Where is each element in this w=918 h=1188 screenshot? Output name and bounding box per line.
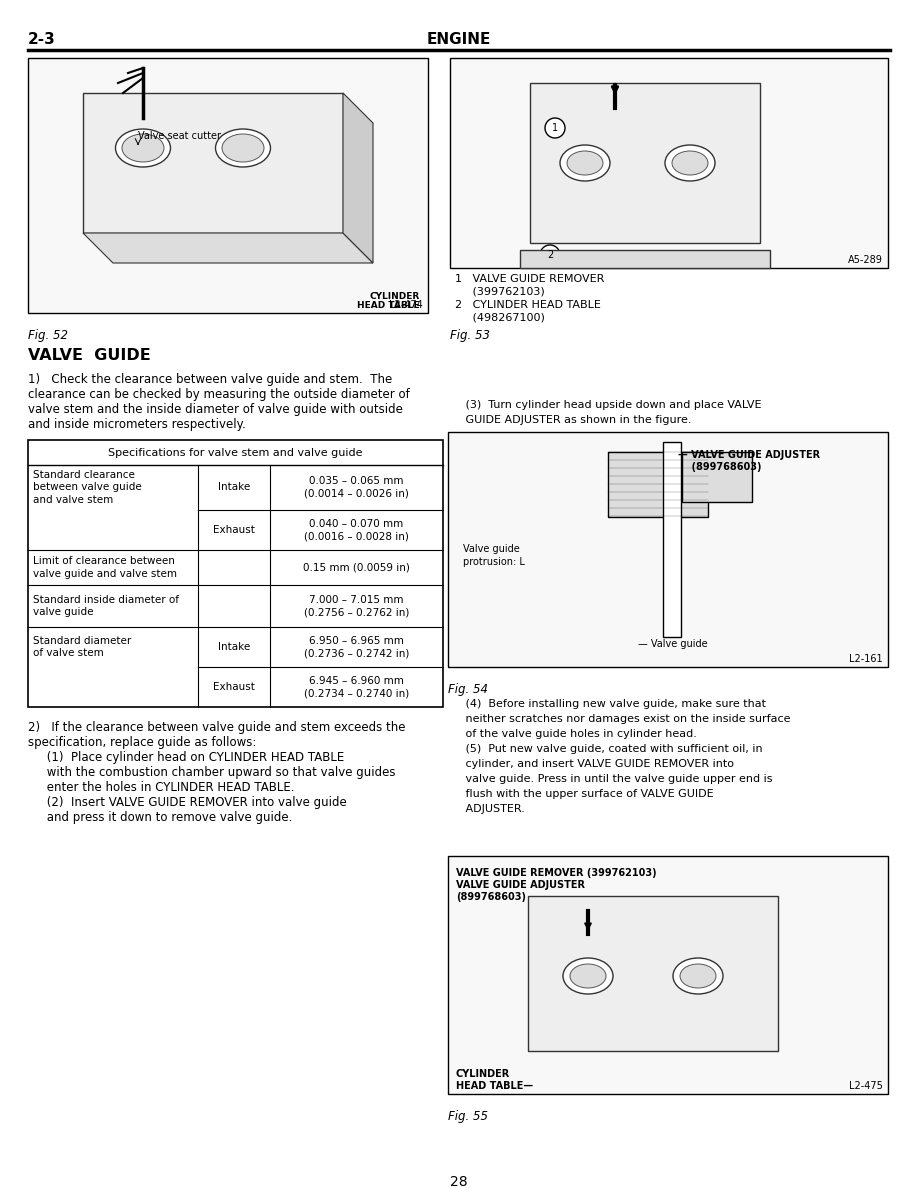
Text: ADJUSTER.: ADJUSTER. [448, 804, 525, 814]
Bar [520, 249, 770, 268]
Text: clearance can be checked by measuring the outside diameter of: clearance can be checked by measuring th… [28, 388, 409, 402]
Text: 0.040 – 0.070 mm
(0.0016 – 0.0028 in): 0.040 – 0.070 mm (0.0016 – 0.0028 in) [304, 519, 409, 542]
Ellipse shape [116, 129, 171, 168]
Text: Standard inside diameter of
valve guide: Standard inside diameter of valve guide [33, 595, 179, 618]
Text: 7.000 – 7.015 mm
(0.2756 – 0.2762 in): 7.000 – 7.015 mm (0.2756 – 0.2762 in) [304, 595, 409, 618]
Text: A5-289: A5-289 [848, 255, 883, 265]
Text: 0.15 mm (0.0059 in): 0.15 mm (0.0059 in) [303, 562, 410, 573]
Bar [528, 896, 778, 1051]
Text: Fig. 53: Fig. 53 [450, 329, 490, 342]
Text: and inside micrometers respectively.: and inside micrometers respectively. [28, 418, 246, 431]
Ellipse shape [567, 151, 603, 175]
Text: specification, replace guide as follows:: specification, replace guide as follows: [28, 737, 256, 748]
Ellipse shape [665, 145, 715, 181]
Text: (5)  Put new valve guide, coated with sufficient oil, in: (5) Put new valve guide, coated with suf… [448, 744, 763, 754]
Text: (498267100): (498267100) [455, 312, 545, 323]
Text: CYLINDER: CYLINDER [456, 1069, 510, 1079]
Text: — VALVE GUIDE ADJUSTER: — VALVE GUIDE ADJUSTER [678, 450, 820, 460]
Ellipse shape [680, 963, 716, 988]
Text: L2-474: L2-474 [389, 301, 423, 310]
Text: (4)  Before installing new valve guide, make sure that: (4) Before installing new valve guide, m… [448, 699, 766, 709]
Text: 1   VALVE GUIDE REMOVER: 1 VALVE GUIDE REMOVER [455, 274, 604, 284]
Bar [663, 442, 681, 637]
Text: flush with the upper surface of VALVE GUIDE: flush with the upper surface of VALVE GU… [448, 789, 713, 800]
Text: 1: 1 [552, 124, 558, 133]
Bar [448, 432, 888, 666]
Circle shape [540, 245, 560, 265]
Text: CYLINDER: CYLINDER [370, 292, 420, 301]
Bar [448, 857, 888, 1094]
Bar [682, 451, 752, 503]
Text: (3)  Turn cylinder head upside down and place VALVE: (3) Turn cylinder head upside down and p… [448, 400, 762, 410]
Text: 2: 2 [547, 249, 554, 260]
Ellipse shape [216, 129, 271, 168]
Text: and press it down to remove valve guide.: and press it down to remove valve guide. [28, 811, 292, 824]
Text: 2-3: 2-3 [28, 32, 56, 48]
Text: VALVE GUIDE REMOVER (399762103): VALVE GUIDE REMOVER (399762103) [456, 868, 656, 878]
Bar [83, 93, 343, 233]
Ellipse shape [222, 134, 264, 162]
Text: — Valve guide: — Valve guide [638, 639, 708, 649]
Text: neither scratches nor damages exist on the inside surface: neither scratches nor damages exist on t… [448, 714, 790, 723]
Text: of the valve guide holes in cylinder head.: of the valve guide holes in cylinder hea… [448, 729, 697, 739]
Text: (1)  Place cylinder head on CYLINDER HEAD TABLE: (1) Place cylinder head on CYLINDER HEAD… [28, 751, 344, 764]
Text: Specifications for valve stem and valve guide: Specifications for valve stem and valve … [108, 448, 363, 457]
Bar [28, 58, 428, 312]
Text: Fig. 52: Fig. 52 [28, 329, 68, 342]
Text: (399762103): (399762103) [455, 287, 544, 297]
Bar [450, 58, 888, 268]
Text: Valve guide: Valve guide [463, 544, 520, 554]
Text: Intake: Intake [218, 482, 250, 493]
Bar [608, 451, 708, 517]
Text: ENGINE: ENGINE [427, 32, 491, 48]
Text: (899768603): (899768603) [456, 892, 526, 902]
Ellipse shape [672, 151, 708, 175]
Text: Standard clearance
between valve guide
and valve stem: Standard clearance between valve guide a… [33, 469, 141, 505]
Text: with the combustion chamber upward so that valve guides: with the combustion chamber upward so th… [28, 766, 396, 779]
Text: 6.945 – 6.960 mm
(0.2734 – 0.2740 in): 6.945 – 6.960 mm (0.2734 – 0.2740 in) [304, 676, 409, 699]
Bar [530, 83, 760, 244]
Ellipse shape [560, 145, 610, 181]
Text: valve guide. Press in until the valve guide upper end is: valve guide. Press in until the valve gu… [448, 775, 773, 784]
Text: L2-475: L2-475 [849, 1081, 883, 1091]
Text: Intake: Intake [218, 642, 250, 652]
Text: valve stem and the inside diameter of valve guide with outside: valve stem and the inside diameter of va… [28, 403, 403, 416]
Text: Fig. 54: Fig. 54 [448, 683, 488, 696]
Polygon shape [83, 233, 373, 263]
Text: Limit of clearance between
valve guide and valve stem: Limit of clearance between valve guide a… [33, 556, 177, 579]
Text: 0.035 – 0.065 mm
(0.0014 – 0.0026 in): 0.035 – 0.065 mm (0.0014 – 0.0026 in) [304, 476, 409, 499]
Text: 2)   If the clearance between valve guide and stem exceeds the: 2) If the clearance between valve guide … [28, 721, 406, 734]
Ellipse shape [673, 958, 723, 994]
Text: HEAD TABLE—: HEAD TABLE— [456, 1081, 533, 1091]
Text: 6.950 – 6.965 mm
(0.2736 – 0.2742 in): 6.950 – 6.965 mm (0.2736 – 0.2742 in) [304, 636, 409, 658]
Text: enter the holes in CYLINDER HEAD TABLE.: enter the holes in CYLINDER HEAD TABLE. [28, 781, 295, 794]
Text: L2-161: L2-161 [849, 655, 883, 664]
Polygon shape [343, 93, 373, 263]
Text: 28: 28 [450, 1175, 468, 1188]
Text: 1)   Check the clearance between valve guide and stem.  The: 1) Check the clearance between valve gui… [28, 373, 392, 386]
Ellipse shape [122, 134, 164, 162]
Text: VALVE  GUIDE: VALVE GUIDE [28, 348, 151, 364]
Text: cylinder, and insert VALVE GUIDE REMOVER into: cylinder, and insert VALVE GUIDE REMOVER… [448, 759, 734, 769]
Ellipse shape [563, 958, 613, 994]
Text: (899768603): (899768603) [678, 462, 762, 472]
Text: VALVE GUIDE ADJUSTER: VALVE GUIDE ADJUSTER [456, 880, 585, 890]
Text: HEAD TABLE: HEAD TABLE [357, 301, 420, 310]
Text: 2   CYLINDER HEAD TABLE: 2 CYLINDER HEAD TABLE [455, 301, 601, 310]
Ellipse shape [570, 963, 606, 988]
Text: Fig. 55: Fig. 55 [448, 1110, 488, 1123]
Text: protrusion: L: protrusion: L [463, 557, 525, 567]
Text: Standard diameter
of valve stem: Standard diameter of valve stem [33, 636, 131, 658]
Circle shape [545, 118, 565, 138]
Text: (2)  Insert VALVE GUIDE REMOVER into valve guide: (2) Insert VALVE GUIDE REMOVER into valv… [28, 796, 347, 809]
Text: Exhaust: Exhaust [213, 525, 255, 535]
Text: GUIDE ADJUSTER as shown in the figure.: GUIDE ADJUSTER as shown in the figure. [448, 415, 691, 425]
Text: Valve seat cutter: Valve seat cutter [138, 131, 221, 141]
Text: Exhaust: Exhaust [213, 682, 255, 691]
Bar [28, 440, 443, 707]
